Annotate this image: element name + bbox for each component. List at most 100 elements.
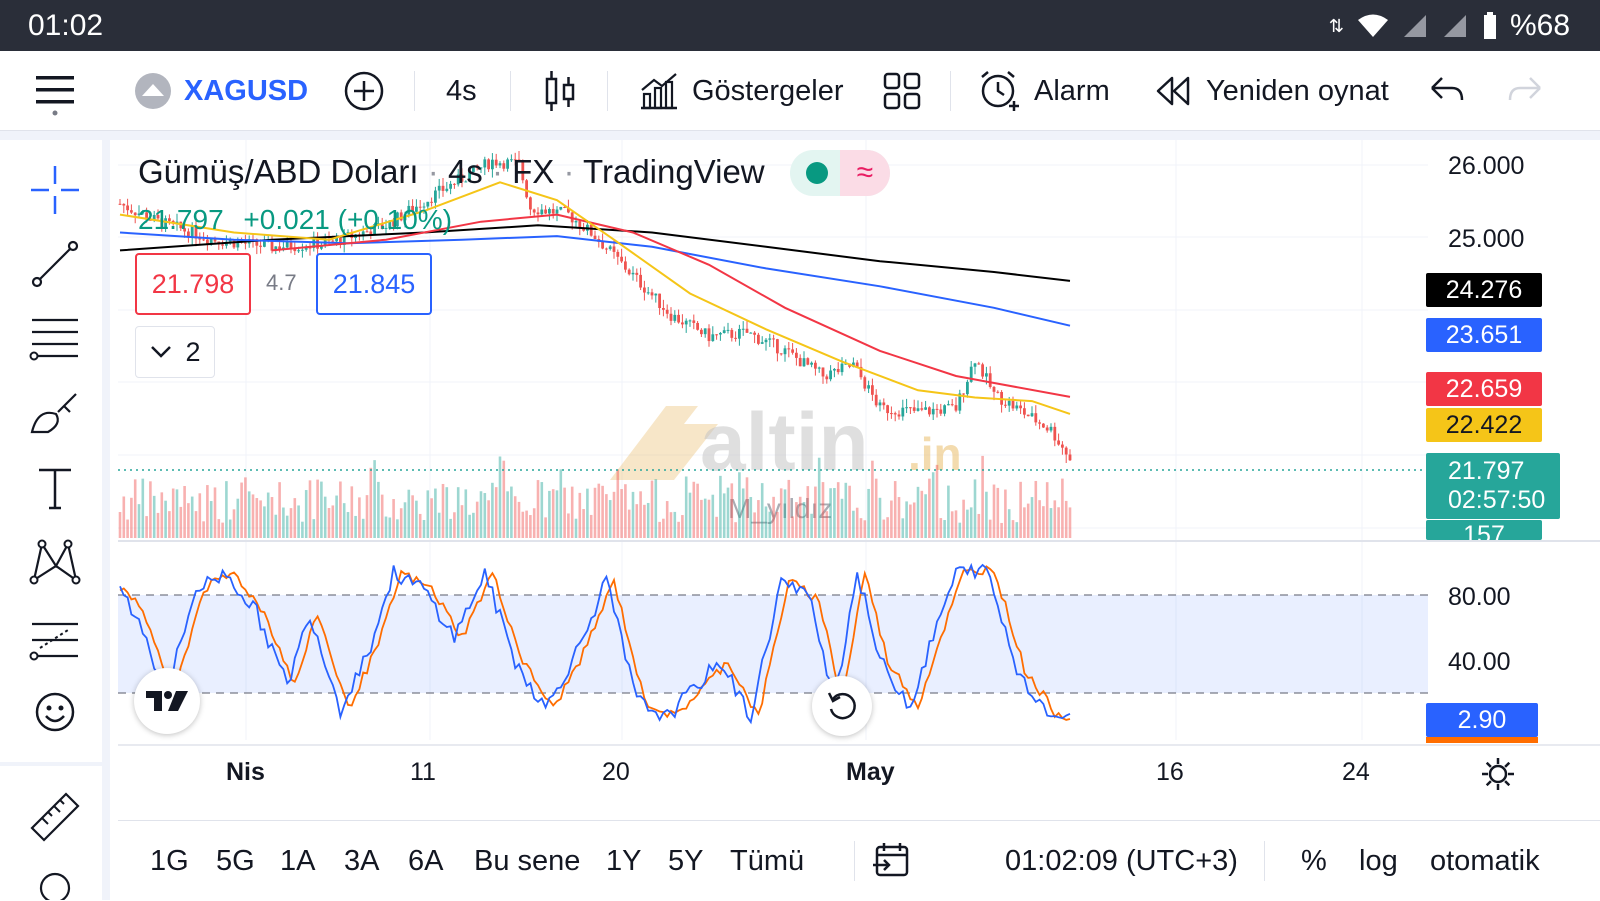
bottom-toolbar: 1G 5G 1A 3A 6A Bu sene 1Y 5Y Tümü 01:02:09 (UTC+… [118,820,1600,900]
candle-body [757,334,760,344]
range-button[interactable]: 5Y [668,821,703,901]
volume-bar [202,521,205,538]
forecast-tool[interactable] [25,608,85,668]
indicators-toggle[interactable]: 2 [135,326,215,378]
range-button[interactable]: 1A [280,821,315,901]
measure-tool[interactable] [25,786,85,846]
menu-button[interactable] [34,51,76,131]
sell-button[interactable]: 21.798 [135,253,251,315]
candle-body [373,224,376,236]
indicators-button[interactable]: Göstergeler [638,51,844,131]
range-button[interactable]: 6A [408,821,443,901]
market-status-pill[interactable]: ≈ [790,150,890,196]
zoom-tool[interactable] [25,856,85,900]
volume-bar [434,488,437,538]
volume-bar [905,501,908,538]
tradingview-logo[interactable] [134,668,200,734]
pattern-tool[interactable] [25,532,85,592]
chart-type-button[interactable] [542,51,578,131]
candlesticks [118,150,1072,463]
volume-bar [703,498,707,538]
range-button[interactable]: Tümü [730,821,804,901]
chart-legend-title: Gümüş/ABD Doları · 4s · FX · TradingView [138,153,765,191]
range-button[interactable]: 1Y [606,821,641,901]
volume-bar [901,518,905,538]
volume-bar [1042,506,1045,538]
volume-bar [339,481,342,538]
candle-body [905,407,908,409]
symbol-button[interactable]: XAGUSD [134,51,308,131]
range-button[interactable]: 3A [344,821,379,901]
time-axis-label: 24 [1342,758,1370,786]
time-axis-label: May [846,758,895,786]
replay-button[interactable]: Yeniden oynat [1154,51,1389,131]
candle-body [232,239,236,248]
last-price-tag: 21.797 02:57:50 [1426,453,1560,519]
volume-tag: 157 [1426,520,1542,540]
volume-bar [692,481,696,538]
text-tool[interactable] [25,458,85,518]
volume-bar [187,503,190,538]
buy-button[interactable]: 21.845 [316,253,432,315]
layouts-button[interactable] [882,51,922,131]
candle-body [320,245,323,249]
range-button[interactable]: 5G [216,821,255,901]
range-label: Bu sene [474,844,581,877]
candle-body [578,221,582,229]
volume-bar [867,488,870,538]
timezone-button[interactable]: 01:02:09 (UTC+3) [1005,821,1238,901]
percent-scale-button[interactable]: % [1301,821,1327,901]
candle-body [806,358,810,365]
candle-body [772,338,775,340]
volume-bar [954,510,958,538]
brush-icon [30,393,77,434]
log-scale-button[interactable]: log [1359,821,1398,901]
reset-chart-button[interactable] [812,676,872,736]
price-chart[interactable]: altin .in M_yıldız [118,140,1600,820]
candle-body [1015,405,1019,409]
ma-black-tag: 24.276 [1426,273,1542,307]
silver-coin-icon [135,73,171,109]
volume-bar [350,486,354,538]
volume-bar [570,486,574,538]
candle-body [859,366,863,378]
volume-bar [734,522,737,538]
interval-button[interactable]: 4s [446,51,477,131]
candle-body [183,228,186,232]
volume-bar [179,506,183,538]
range-button[interactable]: 1G [150,821,189,901]
volume-bar [217,519,221,538]
legend-exchange: FX [512,153,555,190]
fib-tool[interactable] [25,308,85,368]
candle-body [460,174,464,182]
auto-scale-button[interactable]: otomatik [1430,821,1540,901]
range-button[interactable]: Bu sene [474,821,580,901]
volume-bar [593,487,597,538]
alarm-button[interactable]: Alarm [978,51,1110,131]
crosshair-tool[interactable] [25,160,85,220]
volume-bar [738,472,741,538]
emoji-tool[interactable] [25,682,85,742]
undo-button[interactable] [1428,51,1466,131]
legend-source: TradingView [583,153,765,190]
stoch-k-line [119,562,1071,725]
volume-bar [673,511,677,538]
trend-line-tool[interactable] [25,234,85,294]
volume-bar [707,499,711,538]
stoch-band [118,595,1428,693]
chart-settings-button[interactable] [1480,756,1516,792]
volume-bar [1045,482,1049,538]
volume-bar [669,512,673,538]
brush-tool[interactable] [25,384,85,444]
volume-bar [487,500,490,538]
ma-blue-tag: 23.651 [1426,318,1542,352]
chart-area[interactable]: altin .in M_yıldız Gümüş/ABD Doları · 4s… [118,140,1600,820]
candle-body [582,228,585,231]
candle-body [574,221,578,223]
candle-body [821,367,825,377]
compare-symbol-button[interactable] [343,51,385,131]
go-to-date-button[interactable] [871,821,911,901]
volume-bar [320,481,323,538]
volume-bar [228,519,232,538]
redo-button[interactable] [1506,51,1544,131]
